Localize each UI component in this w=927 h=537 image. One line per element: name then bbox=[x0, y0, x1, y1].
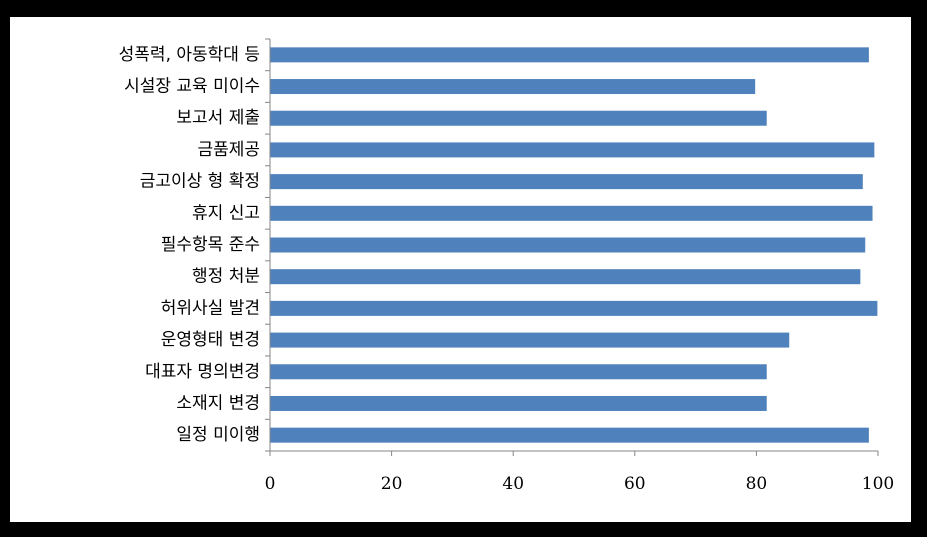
category-label: 허위사실 발견 bbox=[161, 298, 260, 318]
bar bbox=[270, 142, 875, 158]
x-tick-label: 20 bbox=[381, 474, 403, 494]
x-tick-label: 80 bbox=[746, 474, 768, 494]
category-label: 금품제공 bbox=[197, 140, 260, 160]
category-label: 금고이상 형 확정 bbox=[140, 172, 260, 192]
category-label: 성폭력, 아동학대 등 bbox=[119, 45, 260, 65]
category-label: 필수항목 준수 bbox=[161, 235, 260, 255]
bar bbox=[270, 205, 873, 221]
bar bbox=[270, 269, 861, 285]
bar bbox=[270, 110, 767, 126]
bar bbox=[270, 300, 878, 316]
category-label: 운영형태 변경 bbox=[161, 330, 260, 350]
bar bbox=[270, 237, 866, 253]
bar bbox=[270, 174, 863, 190]
category-label: 보고서 제출 bbox=[176, 108, 260, 128]
category-label: 일정 미이행 bbox=[176, 425, 260, 445]
category-label: 소재지 변경 bbox=[176, 393, 260, 413]
x-tick-labels: 0 20 40 60 80 100 bbox=[265, 474, 895, 494]
x-axis bbox=[265, 38, 879, 456]
bar bbox=[270, 47, 869, 63]
bar bbox=[270, 364, 767, 380]
bars-group bbox=[270, 47, 878, 443]
bar bbox=[270, 427, 869, 443]
x-tick-label: 60 bbox=[624, 474, 646, 494]
bar bbox=[270, 79, 756, 95]
x-tick-label: 0 bbox=[265, 474, 276, 494]
x-tick-label: 100 bbox=[862, 474, 894, 494]
bar bbox=[270, 332, 790, 348]
x-tick-label: 40 bbox=[502, 474, 524, 494]
category-label: 시설장 교육 미이수 bbox=[124, 77, 260, 97]
category-label: 대표자 명의변경 bbox=[145, 362, 260, 382]
category-label: 행정 처분 bbox=[192, 267, 260, 287]
category-label: 휴지 신고 bbox=[192, 203, 260, 223]
bar bbox=[270, 395, 767, 411]
